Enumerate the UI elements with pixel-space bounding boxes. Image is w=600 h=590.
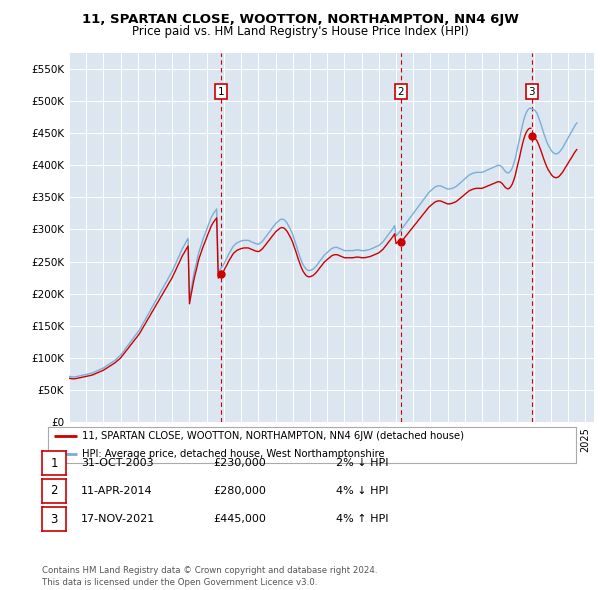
Text: 3: 3 bbox=[529, 87, 535, 97]
Text: 11-APR-2014: 11-APR-2014 bbox=[81, 486, 152, 496]
Text: Contains HM Land Registry data © Crown copyright and database right 2024.
This d: Contains HM Land Registry data © Crown c… bbox=[42, 566, 377, 587]
Text: 2: 2 bbox=[398, 87, 404, 97]
Text: 11, SPARTAN CLOSE, WOOTTON, NORTHAMPTON, NN4 6JW (detached house): 11, SPARTAN CLOSE, WOOTTON, NORTHAMPTON,… bbox=[82, 431, 464, 441]
Text: 11, SPARTAN CLOSE, WOOTTON, NORTHAMPTON, NN4 6JW: 11, SPARTAN CLOSE, WOOTTON, NORTHAMPTON,… bbox=[82, 13, 518, 26]
Text: 4% ↑ HPI: 4% ↑ HPI bbox=[336, 514, 389, 524]
Text: £230,000: £230,000 bbox=[213, 458, 266, 468]
Text: Price paid vs. HM Land Registry's House Price Index (HPI): Price paid vs. HM Land Registry's House … bbox=[131, 25, 469, 38]
Text: 1: 1 bbox=[218, 87, 224, 97]
Text: 31-OCT-2003: 31-OCT-2003 bbox=[81, 458, 154, 468]
Text: 2% ↓ HPI: 2% ↓ HPI bbox=[336, 458, 389, 468]
Text: £445,000: £445,000 bbox=[213, 514, 266, 524]
Text: HPI: Average price, detached house, West Northamptonshire: HPI: Average price, detached house, West… bbox=[82, 449, 385, 459]
Text: 1: 1 bbox=[50, 457, 58, 470]
Text: 17-NOV-2021: 17-NOV-2021 bbox=[81, 514, 155, 524]
Text: 3: 3 bbox=[50, 513, 58, 526]
Text: 4% ↓ HPI: 4% ↓ HPI bbox=[336, 486, 389, 496]
Text: 2: 2 bbox=[50, 484, 58, 497]
Text: £280,000: £280,000 bbox=[213, 486, 266, 496]
